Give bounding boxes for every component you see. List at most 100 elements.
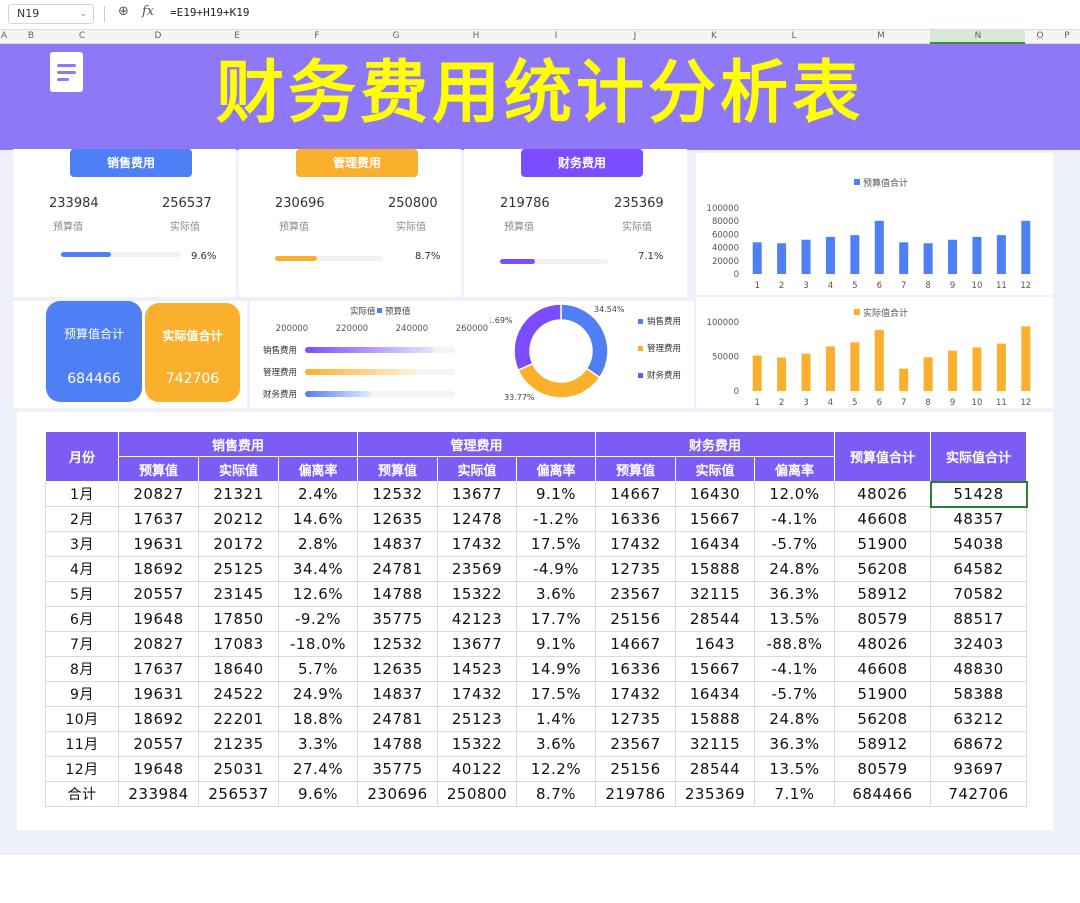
table-cell[interactable]: 13.5% xyxy=(754,756,835,782)
table-cell[interactable]: 25031 xyxy=(198,756,279,782)
table-cell[interactable]: 3.6% xyxy=(516,731,596,757)
month-cell[interactable]: 11月 xyxy=(45,731,119,757)
table-cell[interactable]: 28544 xyxy=(675,756,755,782)
table-cell[interactable]: 23145 xyxy=(198,581,279,607)
table-cell[interactable]: 13677 xyxy=(437,481,517,507)
table-cell[interactable]: 23567 xyxy=(595,731,676,757)
table-cell[interactable]: 17.7% xyxy=(516,606,596,632)
table-cell[interactable]: 5.7% xyxy=(278,656,358,682)
month-cell[interactable]: 1月 xyxy=(45,481,119,507)
table-cell[interactable]: 35775 xyxy=(357,756,438,782)
table-cell[interactable]: 34.4% xyxy=(278,556,358,582)
table-cell[interactable]: 16434 xyxy=(675,531,755,557)
table-cell[interactable]: 24.9% xyxy=(278,681,358,707)
table-cell[interactable]: 12735 xyxy=(595,706,676,732)
table-cell[interactable]: 19648 xyxy=(118,606,199,632)
table-cell[interactable]: 56208 xyxy=(834,706,931,732)
table-cell[interactable]: 1.4% xyxy=(516,706,596,732)
table-cell[interactable]: -18.0% xyxy=(278,631,358,657)
table-cell[interactable]: 20557 xyxy=(118,731,199,757)
column-header-d[interactable]: D xyxy=(154,31,162,41)
table-cell[interactable]: 16430 xyxy=(675,481,755,507)
table-cell[interactable]: 3.6% xyxy=(516,581,596,607)
column-header-p[interactable]: P xyxy=(1064,31,1070,41)
table-cell[interactable]: 12532 xyxy=(357,631,438,657)
table-cell[interactable]: 235369 xyxy=(675,781,755,807)
table-cell[interactable]: 63212 xyxy=(930,706,1027,732)
table-cell[interactable]: 684466 xyxy=(834,781,931,807)
table-cell[interactable]: 21235 xyxy=(198,731,279,757)
table-cell[interactable]: 20212 xyxy=(198,506,279,532)
table-cell[interactable]: 15667 xyxy=(675,506,755,532)
table-cell[interactable]: 88517 xyxy=(930,606,1027,632)
table-cell[interactable]: 12.0% xyxy=(754,481,835,507)
table-cell[interactable]: 46608 xyxy=(834,656,931,682)
table-cell[interactable]: 36.3% xyxy=(754,581,835,607)
column-header-b[interactable]: B xyxy=(27,31,35,41)
table-cell[interactable]: 17432 xyxy=(437,531,517,557)
table-cell[interactable]: 25125 xyxy=(198,556,279,582)
table-cell[interactable]: 24.8% xyxy=(754,556,835,582)
table-cell[interactable]: 58912 xyxy=(834,731,931,757)
month-cell[interactable]: 4月 xyxy=(45,556,119,582)
table-cell[interactable]: 17432 xyxy=(595,681,676,707)
table-cell[interactable]: 17083 xyxy=(198,631,279,657)
table-cell[interactable]: 51900 xyxy=(834,531,931,557)
table-cell[interactable]: 27.4% xyxy=(278,756,358,782)
table-cell[interactable]: 64582 xyxy=(930,556,1027,582)
month-cell[interactable]: 6月 xyxy=(45,606,119,632)
table-cell[interactable]: 48026 xyxy=(834,631,931,657)
zoom-icon[interactable]: ⊕ xyxy=(118,4,129,19)
table-cell[interactable]: 42123 xyxy=(437,606,517,632)
table-cell[interactable]: 15667 xyxy=(675,656,755,682)
table-cell[interactable]: 48357 xyxy=(930,506,1027,532)
column-header-l[interactable]: L xyxy=(791,31,797,41)
table-cell[interactable]: 25156 xyxy=(595,606,676,632)
table-cell[interactable]: 250800 xyxy=(437,781,517,807)
column-header-g[interactable]: G xyxy=(392,31,400,41)
table-cell[interactable]: 19631 xyxy=(118,531,199,557)
table-cell[interactable]: 7.1% xyxy=(754,781,835,807)
table-cell[interactable]: 14.6% xyxy=(278,506,358,532)
table-cell[interactable]: 51900 xyxy=(834,681,931,707)
column-header-f[interactable]: F xyxy=(314,31,320,41)
table-cell[interactable]: 219786 xyxy=(595,781,676,807)
table-cell[interactable]: 18692 xyxy=(118,556,199,582)
table-cell[interactable]: 8.7% xyxy=(516,781,596,807)
table-cell[interactable]: 25123 xyxy=(437,706,517,732)
table-cell[interactable]: 36.3% xyxy=(754,731,835,757)
table-cell[interactable]: -88.8% xyxy=(754,631,835,657)
table-cell[interactable]: 13.5% xyxy=(754,606,835,632)
table-cell[interactable]: 23567 xyxy=(595,581,676,607)
table-cell[interactable]: 68672 xyxy=(930,731,1027,757)
table-cell[interactable]: 24781 xyxy=(357,556,438,582)
table-cell[interactable]: 18640 xyxy=(198,656,279,682)
table-cell[interactable]: 2.4% xyxy=(278,481,358,507)
table-cell[interactable]: -4.9% xyxy=(516,556,596,582)
table-cell[interactable]: -4.1% xyxy=(754,506,835,532)
table-cell[interactable]: 17850 xyxy=(198,606,279,632)
column-header-n[interactable]: N xyxy=(974,31,982,41)
table-cell[interactable]: 17637 xyxy=(118,506,199,532)
table-cell[interactable]: -1.2% xyxy=(516,506,596,532)
table-cell[interactable]: 14837 xyxy=(357,531,438,557)
name-box[interactable]: N19 ⌄ xyxy=(8,4,94,24)
column-header-j[interactable]: J xyxy=(633,31,637,41)
table-cell[interactable]: 15888 xyxy=(675,556,755,582)
table-cell[interactable]: 32115 xyxy=(675,581,755,607)
table-cell[interactable]: 19648 xyxy=(118,756,199,782)
column-header-c[interactable]: C xyxy=(78,31,86,41)
table-cell[interactable]: 21321 xyxy=(198,481,279,507)
month-cell[interactable]: 2月 xyxy=(45,506,119,532)
table-cell[interactable]: -9.2% xyxy=(278,606,358,632)
column-header-k[interactable]: K xyxy=(711,31,717,41)
table-cell[interactable]: 24781 xyxy=(357,706,438,732)
table-cell[interactable]: 3.3% xyxy=(278,731,358,757)
table-cell[interactable]: 19631 xyxy=(118,681,199,707)
chevron-down-icon[interactable]: ⌄ xyxy=(79,9,87,19)
table-cell[interactable]: 14788 xyxy=(357,581,438,607)
table-cell[interactable]: 12635 xyxy=(357,506,438,532)
table-cell[interactable]: 32403 xyxy=(930,631,1027,657)
table-cell[interactable]: -5.7% xyxy=(754,531,835,557)
column-header-e[interactable]: E xyxy=(234,31,240,41)
